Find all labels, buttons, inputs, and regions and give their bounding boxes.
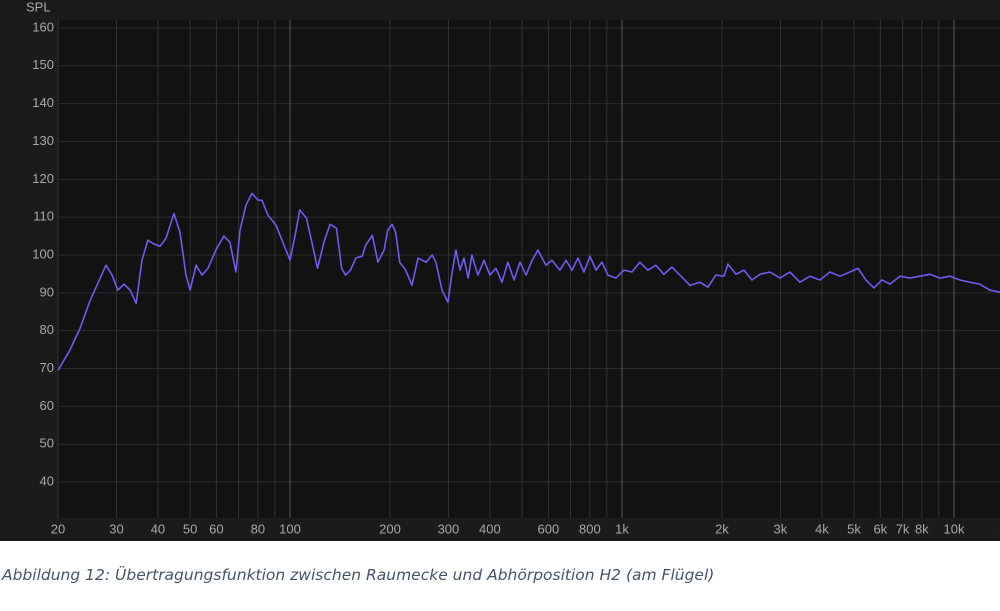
x-tick-label: 400 [479, 521, 501, 536]
x-tick-label: 40 [151, 521, 165, 536]
x-tick-label: 1k [615, 521, 629, 536]
x-tick-label: 80 [251, 521, 265, 536]
caption: Abbildung 12: Übertragungsfunktion zwisc… [2, 566, 715, 584]
y-tick-label: 60 [40, 398, 54, 413]
y-tick-label: 80 [40, 322, 54, 337]
x-tick-label: 800 [579, 521, 601, 536]
y-tick-label: 110 [33, 209, 54, 224]
x-tick-label: 3k [774, 521, 788, 536]
response-line [57, 192, 1000, 371]
y-tick-label: 140 [32, 95, 54, 110]
y-tick-label: 130 [32, 133, 54, 148]
y-tick-label: 50 [40, 436, 54, 451]
x-tick-label: 6k [873, 521, 887, 536]
y-tick-label: 90 [40, 284, 54, 299]
x-tick-label: 10k [943, 521, 964, 536]
x-tick-label: 20 [51, 521, 65, 536]
x-tick-label: 1 [999, 521, 1000, 536]
x-tick-label: 100 [279, 521, 301, 536]
y-tick-label: 150 [32, 57, 54, 72]
x-tick-label: 600 [538, 521, 560, 536]
x-tick-label: 300 [438, 521, 460, 536]
x-tick-label: 2k [715, 521, 729, 536]
y-tick-label: 120 [32, 171, 54, 186]
x-tick-label: 50 [183, 521, 197, 536]
y-axis-label: SPL [26, 0, 51, 14]
x-tick-label: 8k [915, 521, 929, 536]
y-tick-label: 40 [40, 473, 54, 488]
y-tick-label: 100 [32, 246, 54, 261]
x-tick-label: 30 [109, 521, 123, 536]
x-tick-label: 5k [847, 521, 861, 536]
x-tick-label: 60 [209, 521, 223, 536]
x-tick-label: 4k [815, 521, 829, 536]
y-tick-label: 70 [40, 360, 54, 375]
x-tick-label: 200 [379, 521, 401, 536]
y-tick-label: 160 [32, 19, 54, 34]
x-tick-label: 7k [896, 521, 910, 536]
